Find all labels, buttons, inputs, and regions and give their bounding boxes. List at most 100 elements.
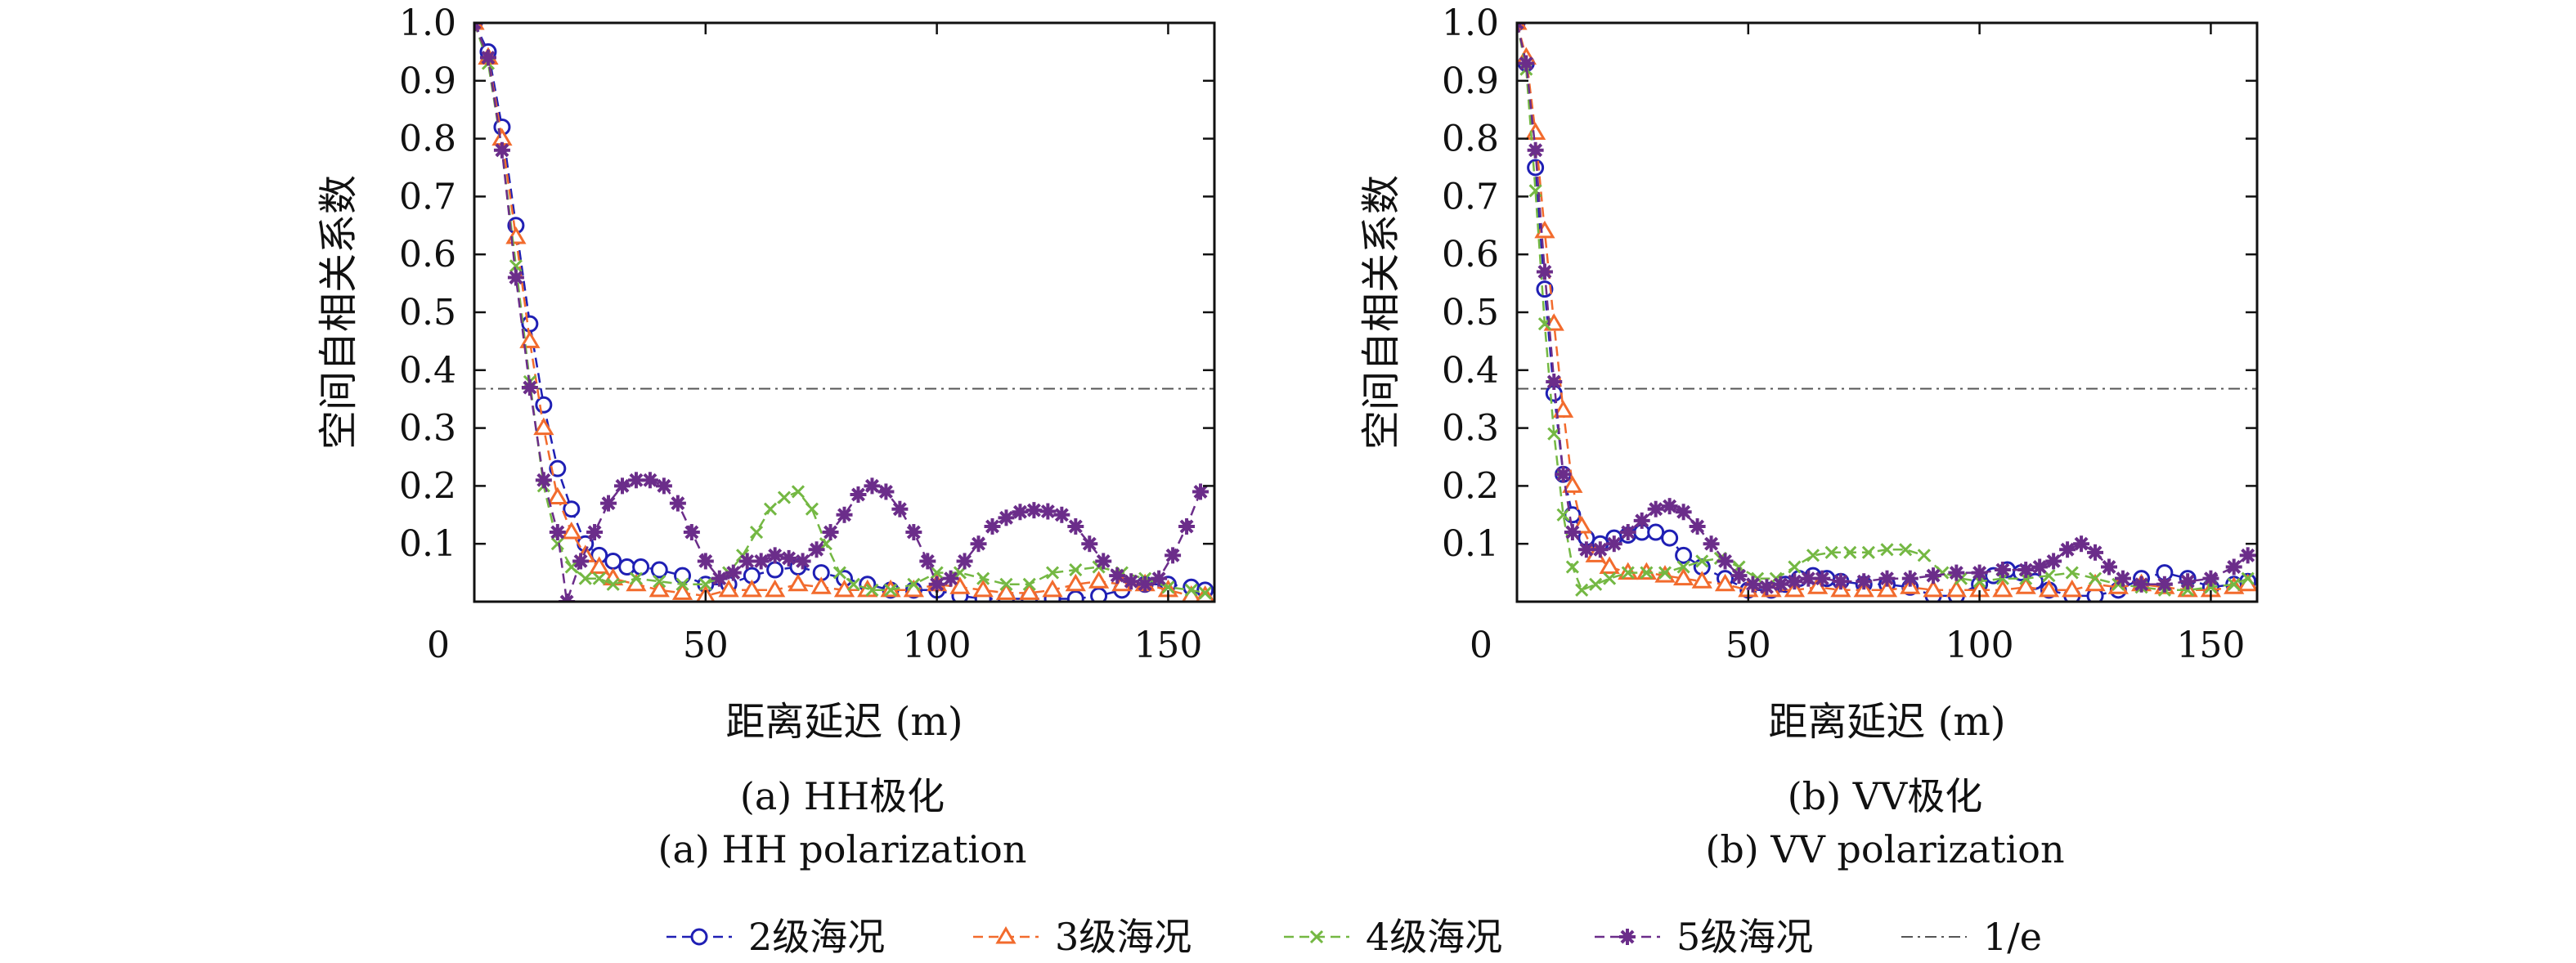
data-point xyxy=(1800,570,1817,587)
data-point xyxy=(2062,579,2083,598)
data-point xyxy=(650,561,668,579)
data-point xyxy=(794,553,811,570)
data-point xyxy=(1025,502,1043,519)
data-point xyxy=(942,570,959,587)
data-point xyxy=(474,23,482,31)
data-point xyxy=(1876,579,1898,598)
data-point xyxy=(777,490,792,504)
data-point xyxy=(535,472,552,489)
data-point xyxy=(669,495,686,512)
data-point xyxy=(1619,524,1636,541)
data-point xyxy=(1948,564,1965,581)
legend-label: 2级海况 xyxy=(748,915,885,959)
caption-cn: (a) HH极化 xyxy=(740,774,945,818)
legend-marker xyxy=(995,926,1016,944)
data-point xyxy=(972,579,994,598)
data-point xyxy=(1689,517,1706,535)
data-point xyxy=(1814,570,1831,587)
data-point xyxy=(563,500,581,518)
data-point xyxy=(791,485,805,499)
data-point xyxy=(2088,571,2103,585)
x-tick-label: 100 xyxy=(903,625,972,666)
data-point xyxy=(521,379,538,396)
data-point xyxy=(547,486,568,505)
data-point xyxy=(725,564,742,581)
data-point xyxy=(1673,567,1694,586)
y-tick-label: 0.6 xyxy=(1442,234,1499,275)
data-point xyxy=(1676,560,1690,574)
data-point xyxy=(1546,373,1563,390)
x-tick-label: 0 xyxy=(427,625,450,666)
y-tick-label: 0.1 xyxy=(399,523,456,565)
data-point xyxy=(1042,579,1063,598)
data-point xyxy=(1165,547,1182,564)
data-point xyxy=(1536,263,1553,280)
series-markers-s3 xyxy=(1517,23,2257,598)
data-point xyxy=(1562,475,1583,493)
data-point xyxy=(1564,524,1581,541)
data-point xyxy=(763,502,778,516)
data-point xyxy=(928,576,945,593)
data-point xyxy=(1547,427,1561,441)
x-tick-label: 0 xyxy=(1470,625,1492,666)
data-point xyxy=(1945,579,1967,598)
data-point xyxy=(2015,576,2036,594)
data-point xyxy=(780,549,797,567)
data-point xyxy=(907,577,921,591)
data-point xyxy=(1012,504,1029,521)
plot-area xyxy=(474,23,1214,602)
data-point xyxy=(1861,545,1875,559)
series-markers-s5 xyxy=(1517,23,2256,596)
data-point xyxy=(519,330,541,348)
data-point xyxy=(549,459,567,477)
data-point xyxy=(614,477,631,495)
data-point xyxy=(1843,545,1857,559)
data-point xyxy=(1633,512,1650,529)
data-point xyxy=(1591,541,1609,558)
data-point xyxy=(1065,573,1086,592)
data-point xyxy=(949,576,971,594)
data-point xyxy=(479,49,496,66)
data-point xyxy=(1151,570,1168,587)
data-point xyxy=(1081,535,1098,553)
data-point xyxy=(1019,582,1040,600)
data-point xyxy=(836,506,853,523)
data-point xyxy=(1806,549,1820,562)
data-point xyxy=(509,259,523,273)
series-line-s2 xyxy=(1517,23,2248,598)
data-point xyxy=(752,553,770,570)
data-point xyxy=(1703,535,1720,553)
data-point xyxy=(632,558,650,576)
data-point xyxy=(1577,541,1595,558)
data-point xyxy=(956,553,973,570)
y-tick-label: 1.0 xyxy=(1442,2,1499,44)
series-line-s2 xyxy=(474,23,1205,600)
data-point xyxy=(1901,570,1919,587)
series-line-s4 xyxy=(1517,23,2249,592)
data-point xyxy=(1675,504,1692,521)
data-point xyxy=(1518,55,1535,72)
series-line-s4 xyxy=(474,23,1205,594)
y-tick-label: 0.3 xyxy=(399,408,456,450)
data-point xyxy=(2065,566,2079,580)
data-point xyxy=(1658,566,1672,580)
data-point xyxy=(1856,573,1873,590)
data-point xyxy=(1022,577,1036,591)
data-point xyxy=(2239,547,2256,564)
data-point xyxy=(976,571,990,585)
data-point xyxy=(564,560,578,574)
data-point xyxy=(1067,517,1084,535)
data-point xyxy=(589,556,610,575)
data-point xyxy=(1899,543,1913,557)
y-tick-label: 0.9 xyxy=(399,60,456,102)
series-line-s3 xyxy=(1517,23,2248,592)
data-point xyxy=(2133,576,2150,593)
x-axis-title: 距离延迟 (m) xyxy=(725,699,963,745)
y-tick-label: 0.6 xyxy=(399,234,456,275)
data-point xyxy=(2225,558,2242,576)
data-point xyxy=(884,583,898,597)
y-tick-label: 0.7 xyxy=(1442,176,1499,217)
plot-area xyxy=(1517,23,2257,602)
data-point xyxy=(2101,558,2117,576)
